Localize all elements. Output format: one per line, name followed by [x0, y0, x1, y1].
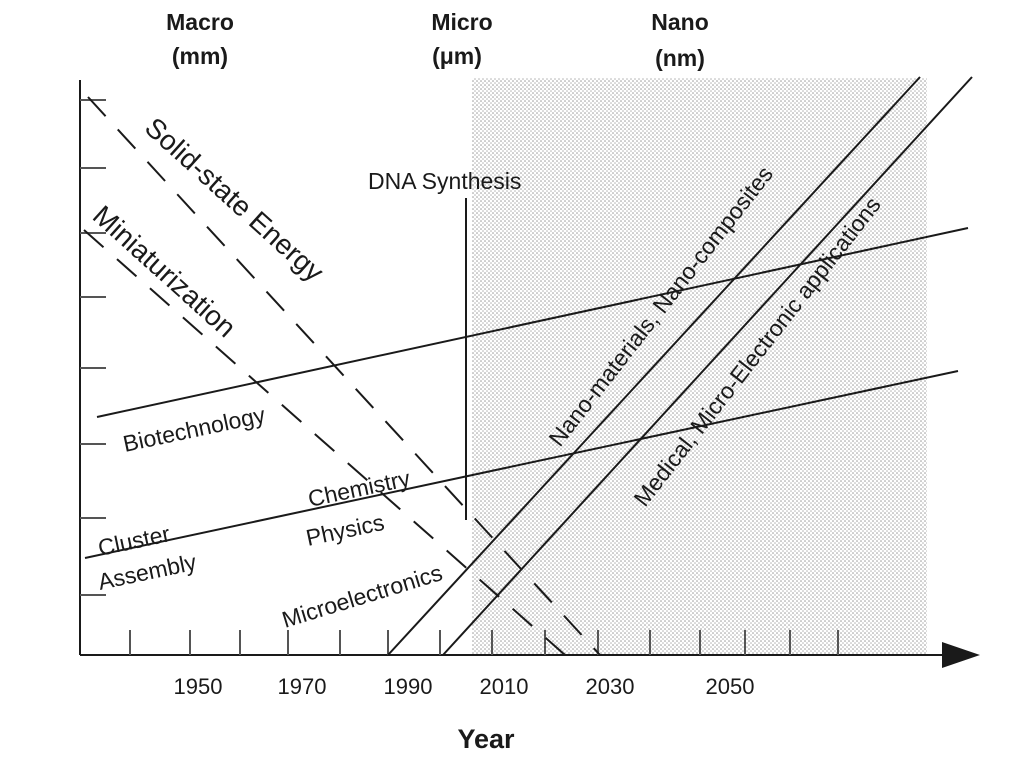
x-axis-title: Year — [457, 724, 515, 754]
scale-header-micro-name: Micro — [431, 9, 492, 35]
x-axis-ticks — [129, 630, 839, 655]
biotechnology-label: Biotechnology — [121, 401, 268, 457]
x-axis-arrowhead — [942, 642, 980, 668]
x-tick-label: 1950 — [174, 674, 223, 699]
cluster-assembly-line — [84, 370, 959, 559]
x-tick-label: 2030 — [586, 674, 635, 699]
scale-header-macro-name: Macro — [166, 9, 234, 35]
scale-header-nano: Nano (nm) — [651, 9, 709, 71]
biotechnology-line — [96, 227, 969, 418]
miniaturization-label: Miniaturization — [87, 199, 242, 343]
nano-materials-line — [387, 76, 921, 656]
y-axis-ticks — [80, 99, 106, 596]
miniaturization-dashed-line — [83, 229, 566, 656]
scale-header-micro: Micro (μm) — [431, 9, 492, 69]
x-tick-labels: 1950 1970 1990 2010 2030 2050 — [174, 674, 755, 699]
dna-synthesis-label: DNA Synthesis — [368, 168, 521, 194]
scale-header-macro-unit: (mm) — [172, 43, 228, 69]
scale-header-nano-unit: (nm) — [655, 45, 705, 71]
x-tick-label: 1990 — [384, 674, 433, 699]
x-tick-label: 2050 — [706, 674, 755, 699]
physics-label: Physics — [304, 509, 387, 551]
nano-region-shading — [472, 78, 927, 655]
scale-header-macro: Macro (mm) — [166, 9, 234, 69]
scale-header-micro-unit: (μm) — [432, 43, 482, 69]
scale-header-nano-name: Nano — [651, 9, 709, 35]
microelectronics-label: Microelectronics — [279, 559, 445, 632]
solid-state-energy-dashed-line — [87, 96, 601, 656]
x-tick-label: 2010 — [480, 674, 529, 699]
medical-applications-line — [442, 76, 973, 656]
x-tick-label: 1970 — [278, 674, 327, 699]
